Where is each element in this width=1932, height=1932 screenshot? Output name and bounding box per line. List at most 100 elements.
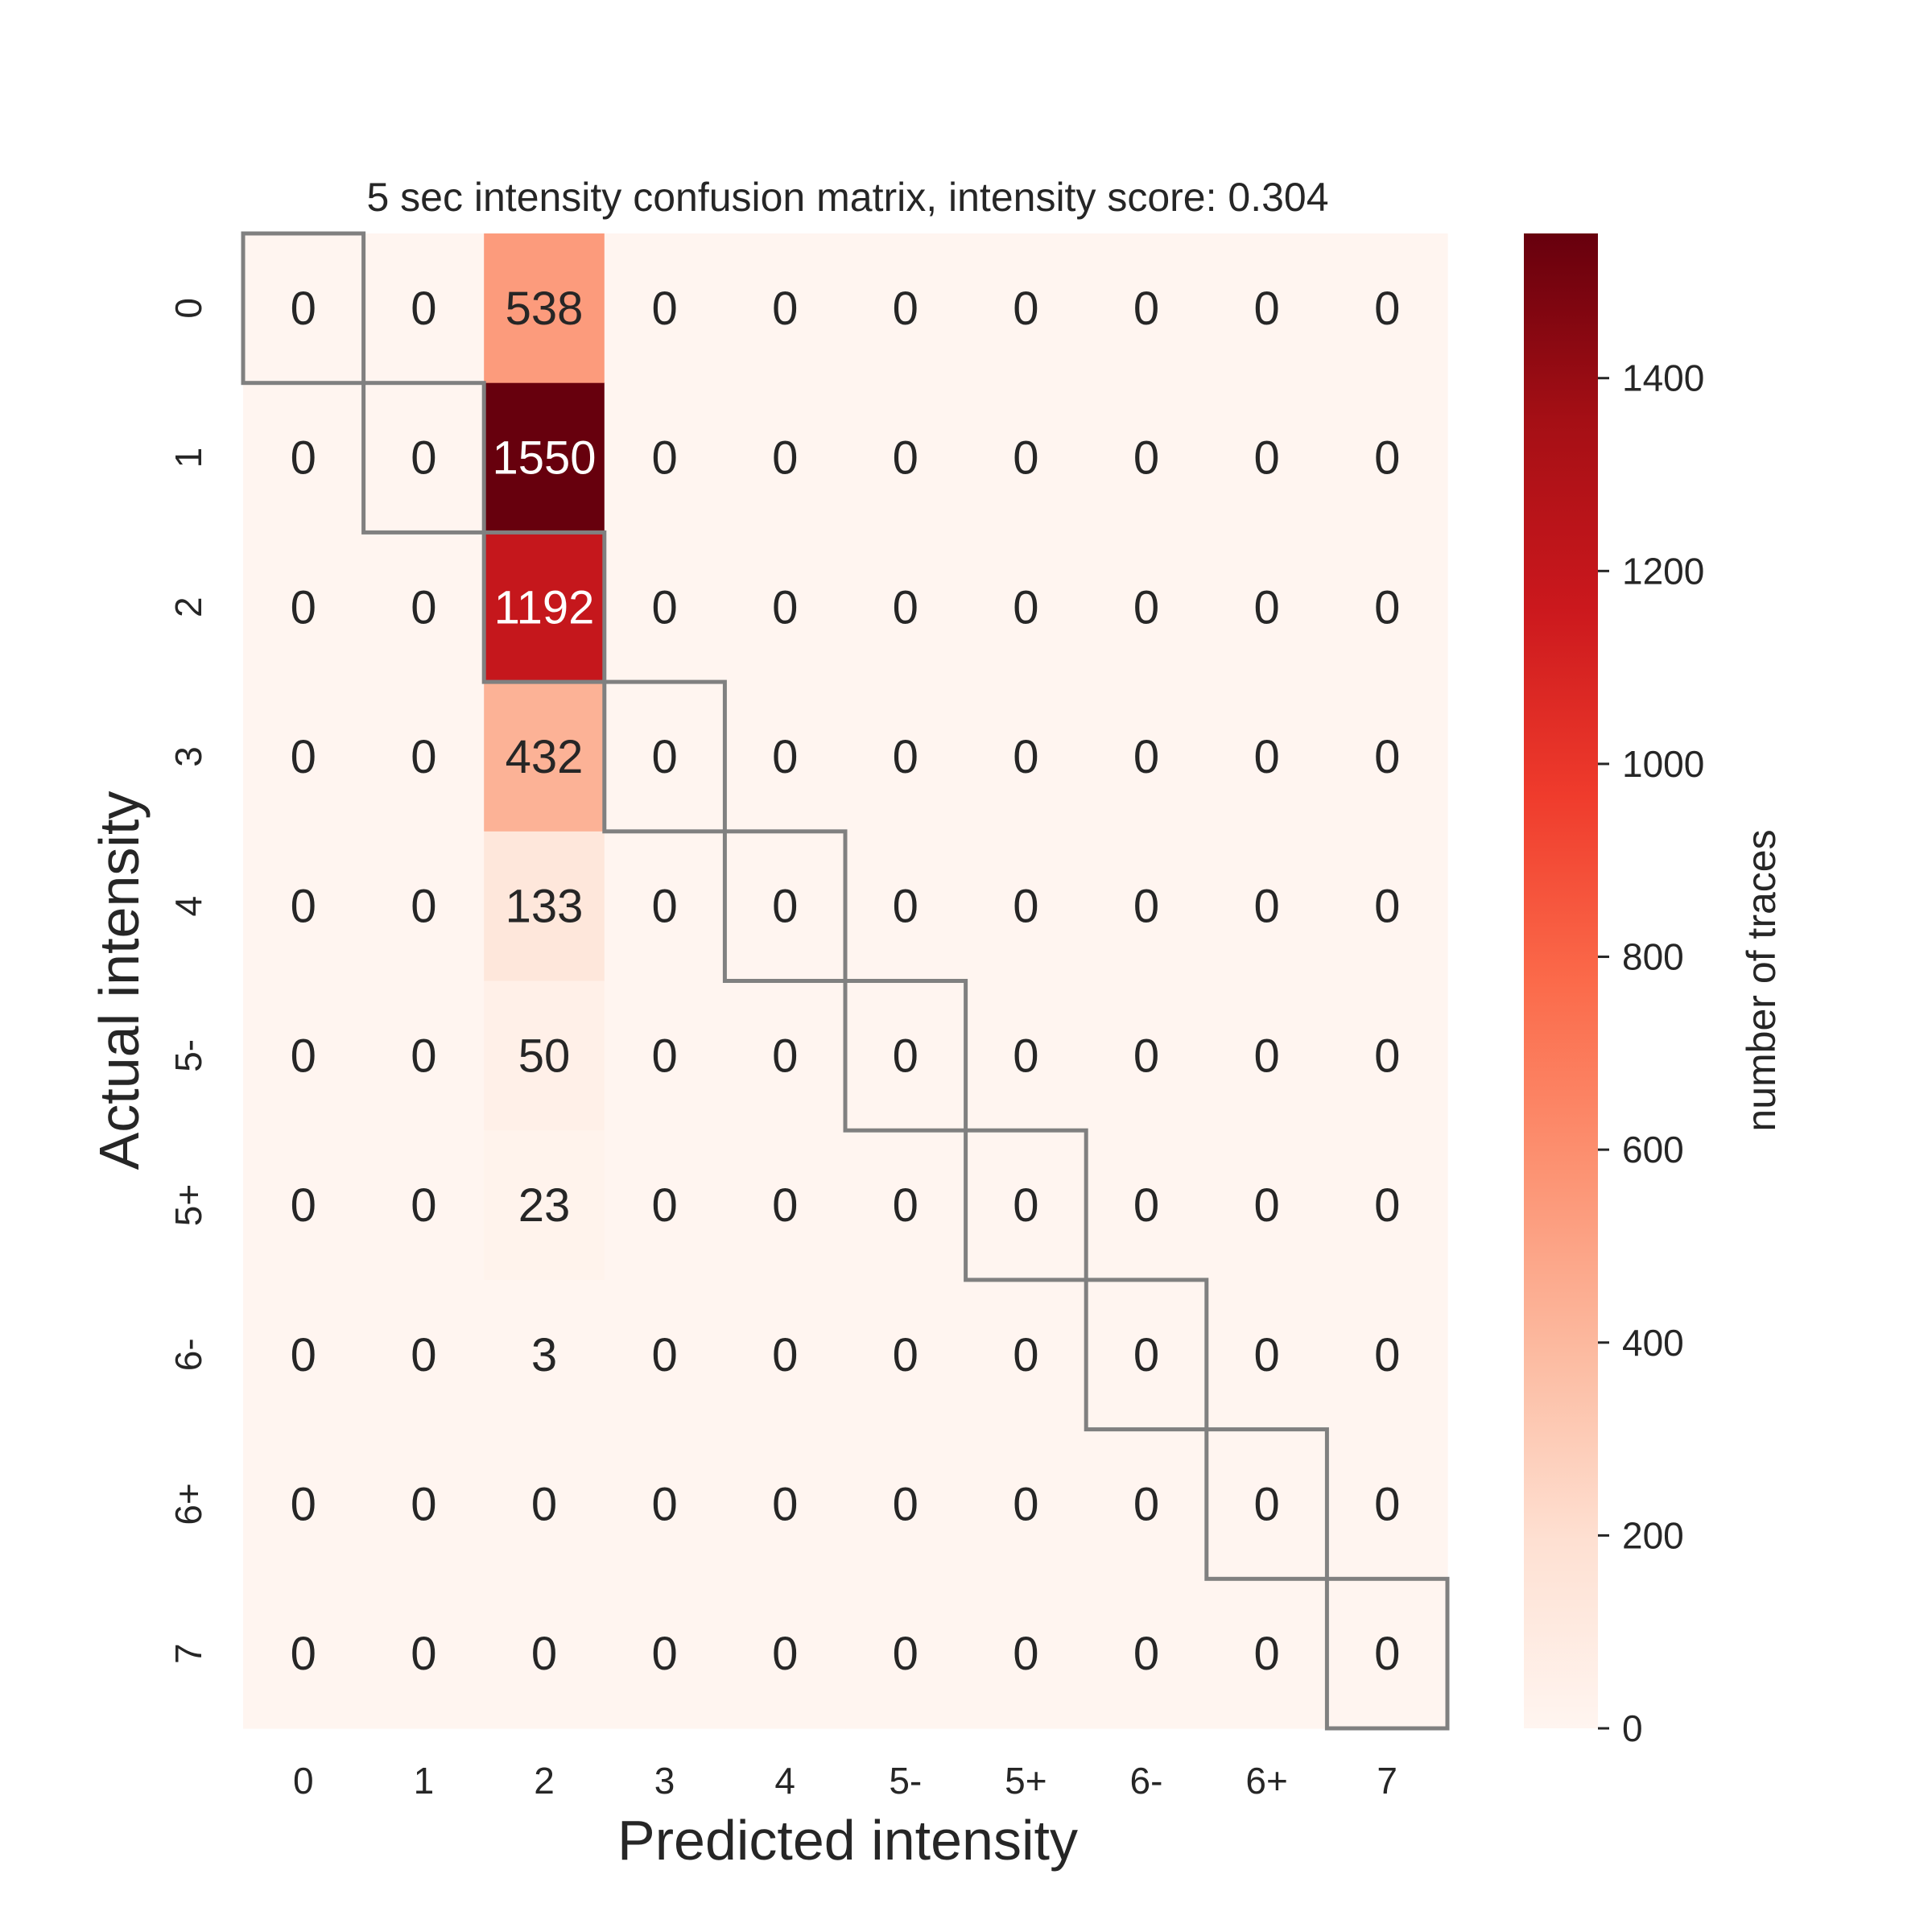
- diagonal-highlight-box: [843, 979, 968, 1133]
- cell-value-label: 0: [1133, 432, 1159, 485]
- cell-value-label: 0: [1133, 1030, 1159, 1082]
- cell-value-label: 0: [411, 731, 436, 783]
- heatmap-cell: [965, 1130, 1087, 1281]
- cell-value-label: 0: [1133, 731, 1159, 783]
- heatmap-cell: [1327, 1130, 1448, 1281]
- cell-value-label: 23: [518, 1179, 571, 1232]
- cell-value-label: 0: [772, 432, 798, 485]
- cell-value-label: 0: [1374, 1478, 1400, 1530]
- cell-value-label: 1550: [492, 432, 596, 485]
- heatmap-cell: [724, 532, 846, 683]
- heatmap-cell: [604, 831, 725, 982]
- cell-value-label: 1192: [494, 581, 595, 634]
- heatmap-cell: [484, 1130, 605, 1281]
- heatmap-cell: [965, 831, 1087, 982]
- heatmap-cell: [965, 1279, 1087, 1430]
- heatmap-cell: [243, 1279, 365, 1430]
- heatmap-cell: [1327, 1429, 1448, 1579]
- y-tick-label: 7: [167, 1643, 209, 1664]
- heatmap-cell: [845, 532, 967, 683]
- colorbar-tick-label: 800: [1622, 936, 1684, 978]
- heatmap-cell: [604, 1579, 725, 1729]
- cell-value-label: 0: [1253, 1329, 1279, 1381]
- cell-value-label: 0: [1374, 1329, 1400, 1381]
- heatmap-cell: [965, 682, 1087, 832]
- y-tick-label: 0: [167, 298, 209, 319]
- cell-value-label: 0: [291, 1329, 316, 1381]
- y-axis-label: Actual intensity: [88, 791, 151, 1170]
- heatmap-cell: [484, 233, 605, 384]
- heatmap-cell: [1327, 980, 1448, 1131]
- cell-value-label: 0: [411, 432, 436, 485]
- heatmap-cell: [484, 1429, 605, 1579]
- heatmap-cell: [1327, 382, 1448, 533]
- x-tick-label: 3: [654, 1760, 675, 1802]
- y-axis-ticks: 0 1 2 3 4 5- 5+ 6- 6+ 7: [167, 298, 209, 1664]
- x-tick-label: 1: [414, 1760, 435, 1802]
- cell-value-labels: 0 0 538 0 0 0 0 0 0 0 0 0 1550 0 0 0 0 0 0 0 0 0 1192 0 0 0 0 0 0 0 0 0…: [291, 283, 1401, 1680]
- heatmap-cell: [1206, 1579, 1327, 1729]
- cell-value-label: 0: [1013, 432, 1038, 485]
- heatmap-cell: [1086, 382, 1208, 533]
- cell-value-label: 0: [411, 1478, 436, 1530]
- heatmap-cell: [604, 980, 725, 1131]
- heatmap-cell: [965, 233, 1087, 384]
- y-tick-label: 6-: [167, 1338, 209, 1371]
- x-tick-label: 4: [774, 1760, 795, 1802]
- heatmap-cell: [845, 1130, 967, 1281]
- cell-value-label: 0: [291, 581, 316, 634]
- cell-value-label: 0: [1013, 1329, 1038, 1381]
- x-axis-ticks: 0 1 2 3 4 5- 5+ 6- 6+ 7: [293, 1760, 1397, 1802]
- heatmap-cell: [1327, 831, 1448, 982]
- heatmap-cell: [604, 1429, 725, 1579]
- cell-value-label: 0: [1013, 581, 1038, 634]
- x-tick-label: 2: [534, 1760, 555, 1802]
- colorbar-tick-label: 1400: [1622, 357, 1704, 399]
- y-tick-label: 5+: [167, 1184, 209, 1226]
- heatmap-cell: [484, 1579, 605, 1729]
- cell-value-label: 0: [291, 1179, 316, 1232]
- diagonal-highlight-box: [1084, 1278, 1209, 1432]
- heatmap-cell: [724, 1130, 846, 1281]
- x-tick-label: 5-: [889, 1760, 922, 1802]
- x-tick-label: 6-: [1130, 1760, 1163, 1802]
- heatmap-cell: [1086, 1579, 1208, 1729]
- heatmap-cell: [1086, 831, 1208, 982]
- heatmap-cell: [484, 1279, 605, 1430]
- heatmap-cell: [724, 233, 846, 384]
- heatmap-cell: [363, 1579, 485, 1729]
- colorbar-tick-label: 1200: [1622, 550, 1704, 592]
- cell-value-label: 0: [291, 1628, 316, 1680]
- heatmap-cell: [1206, 532, 1327, 683]
- heatmap-cell: [243, 532, 365, 683]
- cell-value-label: 0: [1133, 581, 1159, 634]
- cell-value-label: 0: [291, 432, 316, 485]
- heatmap-cell: [845, 831, 967, 982]
- cell-value-label: 0: [1374, 731, 1400, 783]
- diagonal-highlight-box: [361, 381, 486, 535]
- cell-value-label: 0: [651, 1478, 677, 1530]
- cell-value-label: 0: [411, 1329, 436, 1381]
- cell-value-label: 0: [651, 581, 677, 634]
- cell-value-label: 0: [893, 1179, 919, 1232]
- heatmap-cell: [1086, 233, 1208, 384]
- cell-value-label: 0: [1253, 432, 1279, 485]
- colorbar: [1524, 233, 1598, 1728]
- cell-value-label: 538: [506, 283, 584, 335]
- heatmap-cell: [724, 1429, 846, 1579]
- cell-value-label: 0: [651, 1329, 677, 1381]
- heatmap-cell: [1086, 1429, 1208, 1579]
- heatmap-cell: [724, 1279, 846, 1430]
- cell-value-label: 0: [1374, 1030, 1400, 1082]
- heatmap-cell: [363, 831, 485, 982]
- cell-value-label: 0: [1013, 731, 1038, 783]
- heatmap-cell: [724, 980, 846, 1131]
- cell-value-label: 0: [411, 1628, 436, 1680]
- heatmap-cell: [845, 980, 967, 1131]
- cell-value-label: 0: [893, 1030, 919, 1082]
- cell-value-label: 0: [1013, 881, 1038, 933]
- heatmap-cell: [363, 1279, 485, 1430]
- heatmap-cell: [965, 382, 1087, 533]
- heatmap-cell: [965, 1579, 1087, 1729]
